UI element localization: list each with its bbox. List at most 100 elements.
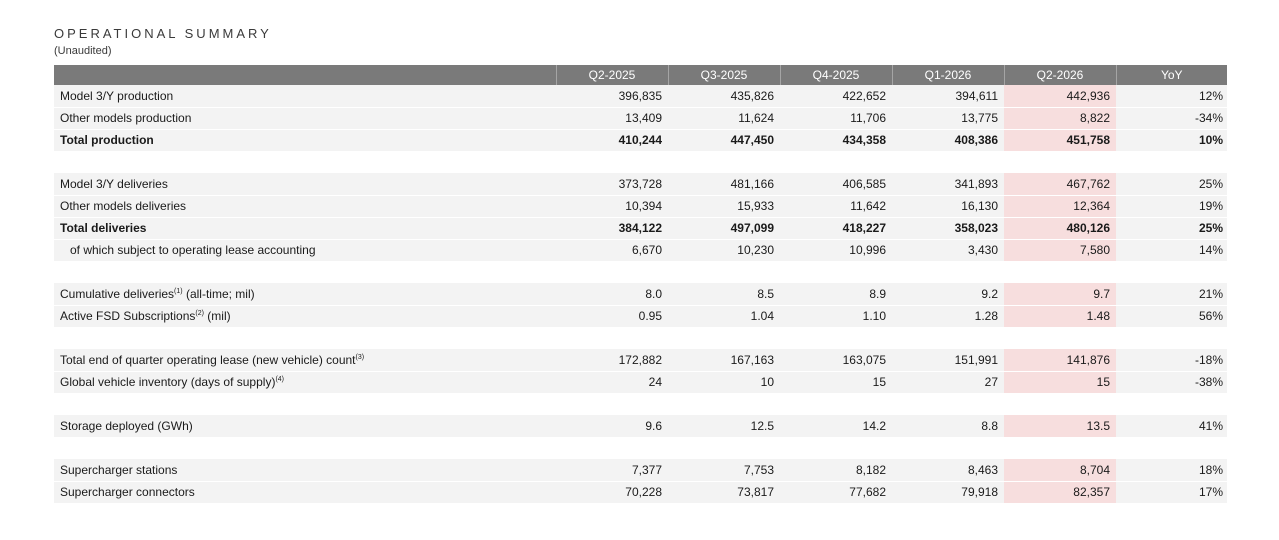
value-cell: 6,670 (556, 239, 668, 262)
footnote-marker: (1) (174, 287, 183, 295)
table-row: Model 3/Y deliveries 373,728 481,166 406,58… (54, 173, 1227, 196)
yoy-cell: 18% (1116, 459, 1227, 482)
value-cell: 8.5 (668, 283, 780, 306)
value-cell-highlighted: 480,126 (1004, 217, 1116, 240)
value-cell: 434,358 (780, 129, 892, 152)
value-cell: 14.2 (780, 415, 892, 438)
row-label-text: Model 3/Y deliveries (60, 176, 168, 191)
value-cell: 8.8 (892, 415, 1004, 438)
value-cell: 70,228 (556, 481, 668, 504)
group-spacer (54, 437, 1227, 459)
value-cell: 418,227 (780, 217, 892, 240)
yoy-cell: 25% (1116, 217, 1227, 240)
value-cell: 10,996 (780, 239, 892, 262)
row-label: Model 3/Y production (54, 85, 556, 108)
row-label: of which subject to operating lease acco… (54, 239, 556, 262)
row-label: Other models production (54, 107, 556, 130)
row-label: Model 3/Y deliveries (54, 173, 556, 196)
group-spacer (54, 151, 1227, 173)
yoy-cell: 12% (1116, 85, 1227, 108)
row-label: Other models deliveries (54, 195, 556, 218)
row-label-text: Global vehicle inventory (days of supply… (60, 375, 276, 389)
value-cell-highlighted: 9.7 (1004, 283, 1116, 306)
row-label-text: Total deliveries (60, 221, 147, 235)
row-label-suffix: (all-time; mil) (182, 286, 255, 301)
group-spacer-cell (54, 437, 1227, 459)
value-cell: 151,991 (892, 349, 1004, 372)
value-cell: 15,933 (668, 195, 780, 218)
header-cell-q2-2025: Q2-2025 (555, 65, 668, 85)
value-cell: 384,122 (556, 217, 668, 240)
value-cell: 447,450 (668, 129, 780, 152)
group-spacer-cell (54, 393, 1227, 415)
row-label-text: Storage deployed (GWh) (60, 418, 193, 433)
value-cell-highlighted: 15 (1004, 371, 1116, 394)
value-cell: 422,652 (780, 85, 892, 108)
value-cell: 1.10 (780, 305, 892, 328)
row-label-suffix: (mil) (203, 309, 231, 323)
yoy-cell: -34% (1116, 107, 1227, 130)
value-cell: 11,642 (780, 195, 892, 218)
table-row: Total end of quarter operating lease (ne… (54, 349, 1227, 372)
value-cell: 77,682 (780, 481, 892, 504)
value-cell: 394,611 (892, 85, 1004, 108)
value-cell: 73,817 (668, 481, 780, 504)
footnote-marker: (3) (355, 353, 365, 361)
value-cell-highlighted: 12,364 (1004, 195, 1116, 218)
value-cell: 497,099 (668, 217, 780, 240)
value-cell: 10,230 (668, 239, 780, 262)
row-label-text: Model 3/Y production (60, 88, 174, 103)
row-label-text: Active FSD Subscriptions (60, 309, 196, 323)
value-cell-highlighted: 442,936 (1004, 85, 1116, 108)
row-label: Total production (54, 129, 556, 152)
yoy-cell: 14% (1116, 239, 1227, 262)
value-cell: 8.0 (556, 283, 668, 306)
group-spacer-cell (54, 327, 1227, 349)
row-label: Supercharger stations (54, 459, 556, 482)
value-cell: 1.28 (892, 305, 1004, 328)
row-label: Total deliveries (54, 217, 556, 240)
value-cell-highlighted: 8,822 (1004, 107, 1116, 130)
value-cell: 1.04 (668, 305, 780, 328)
value-cell: 13,409 (556, 107, 668, 130)
table-row: Supercharger stations 7,377 7,753 8,182 8,46… (54, 459, 1227, 482)
row-label-text: Other models production (60, 111, 192, 125)
value-cell: 13,775 (892, 107, 1004, 130)
table-row: Other models production 13,409 11,624 11,70… (54, 107, 1227, 130)
page-title: OPERATIONAL SUMMARY (54, 26, 272, 41)
value-cell: 9.2 (892, 283, 1004, 306)
value-cell-highlighted: 13.5 (1004, 415, 1116, 438)
row-label-text: Cumulative deliveries (60, 286, 175, 301)
row-label: Cumulative deliveries(1) (all-time; mil) (54, 283, 556, 306)
value-cell: 8,182 (780, 459, 892, 482)
value-cell: 7,377 (556, 459, 668, 482)
table-row: Other models deliveries 10,394 15,933 11,64… (54, 195, 1227, 218)
page-subtitle: (Unaudited) (54, 45, 112, 57)
value-cell: 10,394 (556, 195, 668, 218)
value-cell: 24 (556, 371, 668, 394)
row-label-text: Supercharger stations (60, 462, 178, 477)
value-cell: 3,430 (892, 239, 1004, 262)
value-cell: 8,463 (892, 459, 1004, 482)
row-label-text: of which subject to operating lease acco… (70, 243, 316, 257)
footnote-marker: (2) (195, 310, 204, 317)
value-cell: 79,918 (892, 481, 1004, 504)
table-row: of which subject to operating lease acco… (54, 239, 1227, 262)
value-cell: 9.6 (556, 415, 668, 438)
row-label: Total end of quarter operating lease (ne… (54, 349, 556, 372)
header-cell-q1-2026: Q1-2026 (891, 65, 1004, 85)
yoy-cell: 10% (1116, 129, 1227, 152)
value-cell: 27 (892, 371, 1004, 394)
value-cell-highlighted: 82,357 (1004, 481, 1116, 504)
table-row: Total deliveries 384,122 497,099 418,227 358… (54, 217, 1227, 240)
group-spacer (54, 261, 1227, 283)
value-cell: 410,244 (556, 129, 668, 152)
row-label-text: Other models deliveries (60, 199, 187, 213)
value-cell: 163,075 (780, 349, 892, 372)
group-spacer-cell (54, 151, 1227, 173)
table-row: Storage deployed (GWh) 9.6 12.5 14.2 8.8 13.5… (54, 415, 1227, 438)
value-cell: 16,130 (892, 195, 1004, 218)
value-cell: 341,893 (892, 173, 1004, 196)
table-row: Model 3/Y production 396,835 435,826 422,65… (54, 85, 1227, 108)
value-cell-highlighted: 1.48 (1004, 305, 1116, 328)
